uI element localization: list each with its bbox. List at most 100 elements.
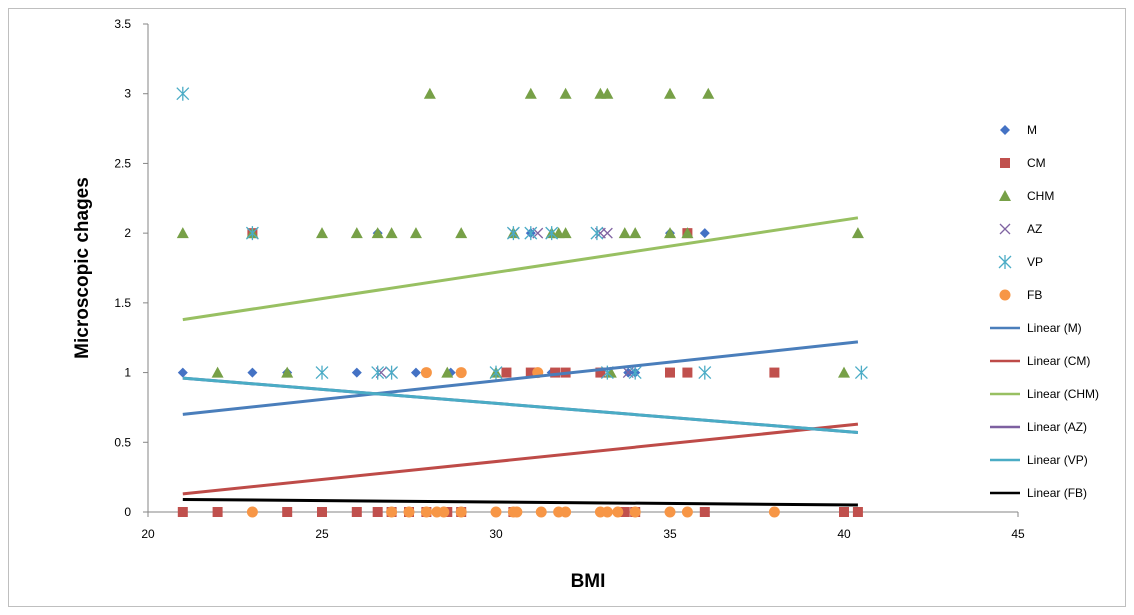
point-vp <box>854 365 868 380</box>
series-az <box>375 227 634 379</box>
point-cm <box>665 367 675 378</box>
point-fb <box>535 506 547 518</box>
point-vp <box>315 365 329 380</box>
point-fb <box>511 506 523 518</box>
point-chm <box>176 227 189 239</box>
point-m <box>177 367 188 378</box>
point-vp <box>545 226 559 241</box>
point-vp <box>371 365 385 380</box>
point-fb <box>629 506 641 518</box>
point-chm <box>316 227 328 239</box>
point-fb <box>560 506 572 518</box>
legend-label-linear-m: Linear (M) <box>1027 321 1082 335</box>
point-chm <box>371 227 384 239</box>
point-chm <box>409 227 422 239</box>
point-cm <box>501 367 512 378</box>
y-tick-label: 1 <box>124 366 131 380</box>
point-chm <box>681 227 694 239</box>
point-cm <box>177 507 188 517</box>
point-fb <box>601 506 613 518</box>
series-cm <box>177 228 863 517</box>
point-chm <box>559 227 572 239</box>
point-vp <box>176 86 190 101</box>
point-chm <box>618 227 631 239</box>
point-cm <box>769 367 780 378</box>
data-points <box>176 86 868 518</box>
y-axis-title: Microscopic chages <box>72 177 93 359</box>
y-tick-label: 3.5 <box>114 17 131 31</box>
legend-label-linear-vp: Linear (VP) <box>1027 453 1088 467</box>
point-vp <box>385 365 399 380</box>
point-cm <box>351 507 362 517</box>
point-chm <box>664 227 676 239</box>
series-m <box>177 228 710 378</box>
legend-label-linear-cm: Linear (CM) <box>1027 354 1090 368</box>
point-m <box>410 367 421 378</box>
x-tick-label: 30 <box>489 527 503 541</box>
y-tick-label: 2 <box>124 226 131 240</box>
point-fb <box>420 506 432 518</box>
y-tick-label: 3 <box>124 87 131 101</box>
point-fb <box>612 506 624 518</box>
y-tick-label: 0 <box>124 505 131 519</box>
point-cm <box>282 507 293 517</box>
y-tick-label: 0.5 <box>114 435 131 449</box>
point-fb <box>420 367 432 379</box>
point-fb <box>455 506 467 518</box>
x-tick-label: 20 <box>141 527 155 541</box>
legend-marker-cm <box>1000 158 1010 168</box>
point-fb <box>246 506 258 518</box>
point-vp <box>590 226 604 241</box>
legend-label-vp: VP <box>1027 255 1043 269</box>
series-chm <box>176 87 864 378</box>
point-az <box>601 227 613 239</box>
legend-label-linear-az: Linear (AZ) <box>1027 420 1087 434</box>
y-tick-label: 2.5 <box>114 156 131 170</box>
x-tick-label: 45 <box>1011 527 1025 541</box>
point-m <box>351 367 362 378</box>
point-fb <box>681 506 693 518</box>
legend-marker-chm <box>999 190 1011 201</box>
point-chm <box>664 87 676 99</box>
point-chm <box>524 87 537 99</box>
trendline-linear-vp <box>182 376 859 435</box>
trendline-linear-chm <box>182 216 859 322</box>
x-tick-label: 40 <box>837 527 851 541</box>
series-fb <box>246 367 780 518</box>
point-cm <box>372 507 383 517</box>
point-fb <box>455 367 467 379</box>
point-chm <box>601 87 614 99</box>
y-ticks: 0 0.5 1 1.5 2 2.5 3 3.5 <box>114 17 148 519</box>
point-fb <box>768 506 780 518</box>
x-ticks: 20 25 30 35 40 45 <box>141 512 1025 541</box>
legend-marker-m <box>1000 125 1010 135</box>
legend-label-az: AZ <box>1027 222 1042 236</box>
point-chm <box>629 227 642 239</box>
point-fb <box>438 506 450 518</box>
point-vp <box>489 365 503 380</box>
point-chm <box>281 366 294 378</box>
x-tick-label: 25 <box>315 527 329 541</box>
legend-label-fb: FB <box>1027 288 1042 302</box>
legend-label-chm: CHM <box>1027 189 1054 203</box>
point-cm <box>525 367 536 378</box>
point-chm <box>702 87 715 99</box>
trendlines <box>182 216 859 507</box>
point-fb <box>386 506 398 518</box>
point-fb <box>490 506 502 518</box>
trendline-linear-m <box>182 340 859 416</box>
legend: M CM CHM AZ VP FB Linear (M) Linear (CM) Linear … <box>990 123 1099 500</box>
x-tick-label: 35 <box>663 527 677 541</box>
point-cm <box>619 507 630 517</box>
point-vp <box>698 365 712 380</box>
point-cm <box>699 507 710 517</box>
legend-label-cm: CM <box>1027 156 1046 170</box>
point-chm <box>385 227 398 239</box>
point-cm <box>550 367 561 378</box>
legend-marker-fb <box>999 289 1011 301</box>
x-axis-title: BMI <box>571 571 606 592</box>
legend-marker-vp <box>998 255 1012 269</box>
point-chm <box>441 366 454 378</box>
y-tick-label: 1.5 <box>114 296 131 310</box>
